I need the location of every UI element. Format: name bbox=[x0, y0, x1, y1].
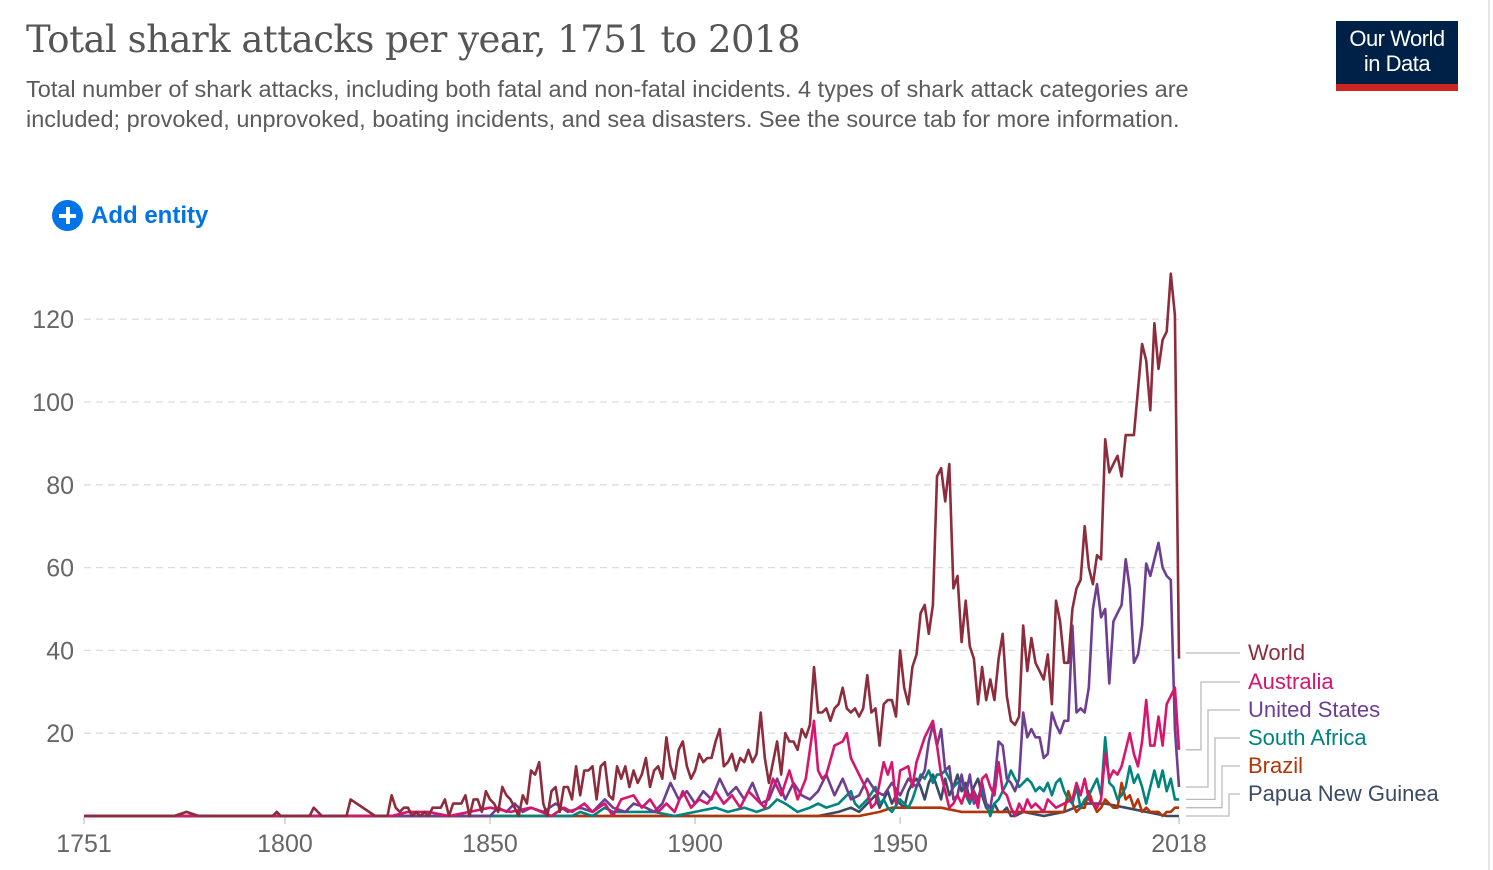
series-line-united-states[interactable] bbox=[84, 541, 1181, 818]
plus-circle-icon bbox=[52, 200, 83, 231]
x-tick-label: 1950 bbox=[872, 830, 928, 858]
y-tick-label: 20 bbox=[46, 720, 74, 748]
legend-connector bbox=[1186, 709, 1240, 788]
gridlines bbox=[84, 318, 1179, 734]
legend-label-united-states[interactable]: United States bbox=[1248, 697, 1380, 722]
logo-line-1: Our World bbox=[1349, 26, 1445, 51]
y-axis-ticks: 20 40 60 80 100 120 bbox=[32, 306, 74, 748]
legend-connector bbox=[1186, 737, 1240, 801]
add-entity-label: Add entity bbox=[91, 201, 209, 229]
legend-label-papua-new-guinea[interactable]: Papua New Guinea bbox=[1248, 781, 1440, 806]
x-tick-label: 1900 bbox=[667, 830, 723, 858]
logo-text: Our World in Data bbox=[1336, 26, 1458, 76]
legend-connector bbox=[1186, 765, 1240, 809]
y-tick-label: 100 bbox=[32, 389, 74, 417]
add-entity-button[interactable]: Add entity bbox=[52, 200, 208, 231]
page-right-border bbox=[1488, 0, 1490, 870]
chart-title: Total shark attacks per year, 1751 to 20… bbox=[26, 18, 801, 61]
series-line-australia[interactable] bbox=[84, 686, 1181, 818]
x-tick-label: 1800 bbox=[257, 830, 313, 858]
series-line-world[interactable] bbox=[84, 272, 1181, 818]
x-tick-label: 2018 bbox=[1151, 830, 1207, 858]
series-lines bbox=[84, 272, 1181, 818]
y-tick-label: 120 bbox=[32, 306, 74, 334]
x-tick-label: 1751 bbox=[56, 830, 112, 858]
owid-logo[interactable]: Our World in Data bbox=[1336, 21, 1458, 91]
legend-connector bbox=[1186, 681, 1240, 751]
y-tick-label: 80 bbox=[46, 472, 74, 500]
logo-accent-bar bbox=[1336, 84, 1458, 91]
logo-line-2: in Data bbox=[1363, 51, 1431, 76]
x-axis-ticks: 1751 1800 1850 1900 1950 2018 bbox=[56, 817, 1207, 858]
legend-connector bbox=[1186, 793, 1240, 817]
y-tick-label: 60 bbox=[46, 555, 74, 583]
legend-label-brazil[interactable]: Brazil bbox=[1248, 753, 1303, 778]
x-tick-label: 1850 bbox=[462, 830, 518, 858]
y-tick-label: 40 bbox=[46, 637, 74, 665]
chart-subtitle: Total number of shark attacks, including… bbox=[26, 76, 1189, 132]
legend-label-world[interactable]: World bbox=[1248, 640, 1305, 665]
legend: World Australia United States South Africa B… bbox=[1186, 640, 1440, 817]
legend-label-australia[interactable]: Australia bbox=[1248, 669, 1334, 694]
series-line-papua-new-guinea[interactable] bbox=[84, 773, 1179, 818]
legend-label-south-africa[interactable]: South Africa bbox=[1248, 725, 1367, 750]
